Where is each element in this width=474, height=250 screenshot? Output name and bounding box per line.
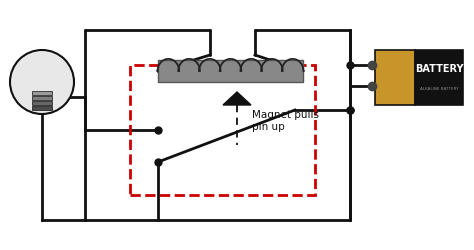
Bar (32, 106, 52, 110)
Bar (130, 65, 315, 195)
Text: ALKALINE BATTERY: ALKALINE BATTERY (420, 86, 459, 90)
Bar (32, 101, 52, 105)
Text: pin up: pin up (252, 122, 285, 132)
Bar (32, 91, 52, 95)
Polygon shape (223, 92, 251, 105)
Circle shape (10, 50, 74, 114)
Bar (415, 50, 463, 105)
Bar (32, 96, 52, 100)
Text: BATTERY: BATTERY (415, 64, 464, 74)
Bar (375, 50, 415, 105)
Text: Magnet pulls: Magnet pulls (252, 110, 319, 120)
Bar (158, 60, 303, 82)
